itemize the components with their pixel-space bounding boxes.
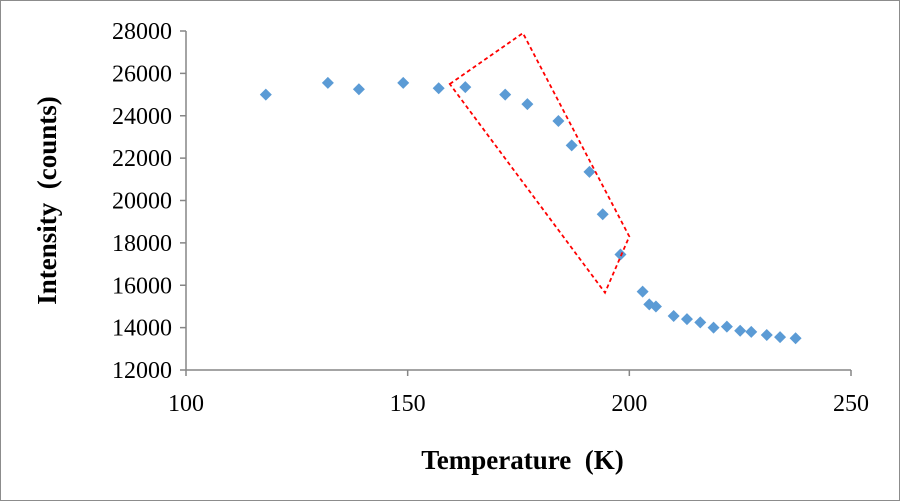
y-axis-title: Intensity (counts): [32, 96, 62, 305]
data-point: [583, 165, 596, 178]
data-point: [680, 313, 693, 326]
y-tick-label: 26000: [112, 61, 172, 87]
data-point: [397, 76, 410, 89]
data-point: [459, 81, 472, 94]
data-point: [667, 309, 680, 322]
y-tick-label: 12000: [112, 358, 172, 384]
y-ticks: 12000 14000 16000 18000 20000 22000 24000 26000…: [112, 19, 186, 384]
y-tick-label: 20000: [112, 189, 172, 215]
data-point: [720, 320, 733, 333]
data-point: [694, 316, 707, 329]
data-point: [789, 332, 802, 345]
y-tick-label: 28000: [112, 19, 172, 45]
data-point: [636, 285, 649, 298]
data-point: [352, 83, 365, 96]
y-tick-label: 24000: [112, 104, 172, 130]
data-point: [432, 82, 445, 95]
y-tick-label: 14000: [112, 316, 172, 342]
data-point: [774, 331, 787, 344]
x-tick-label: 250: [833, 391, 869, 417]
data-point: [499, 88, 512, 101]
data-point: [552, 115, 565, 128]
annotation-layer: [448, 31, 631, 295]
data-point: [614, 248, 627, 261]
data-point: [760, 329, 773, 342]
y-tick-label: 18000: [112, 231, 172, 257]
data-points: [259, 76, 802, 345]
x-ticks: 100 150 200 250: [168, 370, 869, 417]
axes: [185, 31, 851, 371]
data-point: [521, 98, 534, 111]
data-point: [565, 139, 578, 152]
x-tick-label: 100: [168, 391, 204, 417]
x-tick-label: 200: [611, 391, 647, 417]
data-point: [259, 88, 272, 101]
x-axis-title: Temperature (K): [421, 445, 623, 475]
y-tick-label: 22000: [112, 146, 172, 172]
data-point: [745, 325, 758, 338]
data-point: [707, 321, 720, 334]
data-point: [596, 208, 609, 221]
data-point: [734, 324, 747, 337]
y-tick-label: 16000: [112, 273, 172, 299]
x-tick-label: 150: [390, 391, 426, 417]
data-point: [649, 300, 662, 313]
highlight-dashed-box: [448, 31, 631, 295]
data-point: [321, 76, 334, 89]
